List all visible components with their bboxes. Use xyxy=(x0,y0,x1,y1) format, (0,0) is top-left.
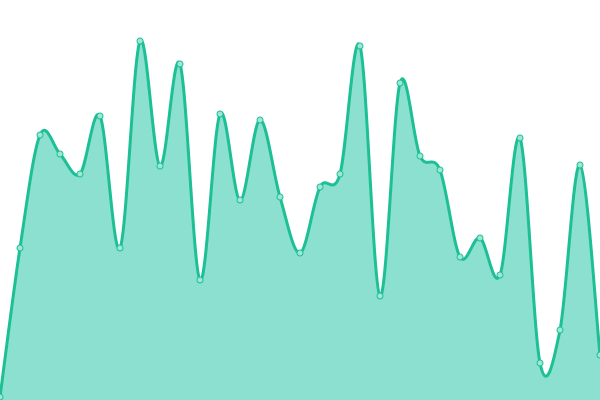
data-point-5 xyxy=(96,112,104,120)
data-point-2 xyxy=(36,131,44,139)
data-point-7 xyxy=(136,37,144,45)
area-fill xyxy=(0,40,600,400)
data-point-13 xyxy=(256,116,264,124)
data-point-17 xyxy=(336,170,344,178)
data-point-9 xyxy=(176,60,184,68)
series-line xyxy=(0,38,600,398)
data-point-6 xyxy=(116,244,124,252)
data-point-16 xyxy=(316,183,324,191)
data-point-28 xyxy=(556,326,564,334)
data-point-29 xyxy=(576,161,584,169)
data-point-27 xyxy=(536,359,544,367)
data-point-10 xyxy=(196,276,204,284)
data-point-8 xyxy=(156,162,164,170)
data-point-21 xyxy=(416,152,424,160)
data-point-22 xyxy=(436,166,444,174)
data-point-12 xyxy=(236,196,244,204)
data-point-3 xyxy=(56,150,64,158)
data-point-24 xyxy=(476,234,484,242)
data-point-0 xyxy=(0,393,4,400)
data-point-15 xyxy=(296,249,304,257)
data-point-11 xyxy=(216,110,224,118)
data-point-4 xyxy=(76,170,84,178)
data-point-18 xyxy=(356,42,364,50)
data-point-30 xyxy=(596,351,600,359)
data-point-23 xyxy=(456,253,464,261)
data-point-19 xyxy=(376,292,384,300)
data-point-26 xyxy=(516,134,524,142)
data-points xyxy=(0,37,600,400)
data-point-25 xyxy=(496,271,504,279)
data-point-14 xyxy=(276,193,284,201)
data-point-20 xyxy=(396,79,404,87)
data-point-1 xyxy=(16,244,24,252)
